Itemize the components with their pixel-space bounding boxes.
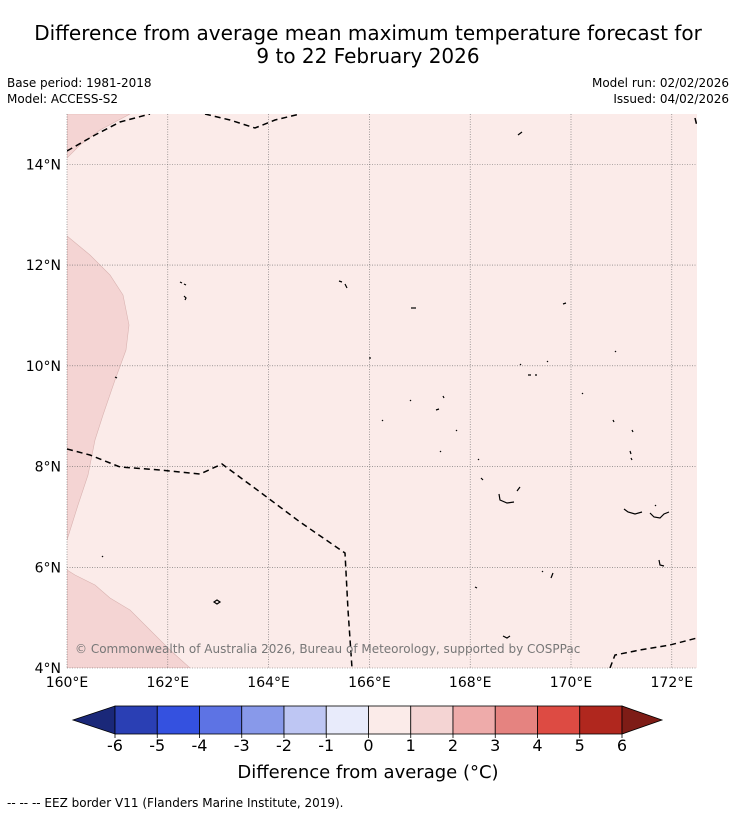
island xyxy=(623,508,670,519)
anomaly-region-1-2-northwest xyxy=(67,114,131,159)
title-line-2: 9 to 22 February 2026 xyxy=(256,44,480,68)
title-line-1: Difference from average mean maximum tem… xyxy=(34,21,702,45)
longitude-labels: 160°E 162°E 164°E 166°E 168°E 170°E 172°E xyxy=(46,675,693,691)
island xyxy=(498,486,521,504)
latitude-tick-label: 12°N xyxy=(26,258,61,274)
colorbar-tick-label: 3 xyxy=(490,736,500,755)
copyright-text: © Commonwealth of Australia 2026, Bureau… xyxy=(75,642,580,656)
latitude-tick-label: 14°N xyxy=(26,157,61,173)
eez-border-northeast xyxy=(694,117,697,127)
eez-border-west xyxy=(67,448,353,668)
colorbar-tick-label: -3 xyxy=(234,736,250,755)
colorbar-tick-label: -1 xyxy=(318,736,334,755)
island xyxy=(477,458,484,481)
colorbar-segment xyxy=(114,705,158,735)
colorbar: -6 -5 -4 -3 -2 -1 0 1 2 3 4 5 6 xyxy=(71,705,664,755)
longitude-tick-label: 172°E xyxy=(651,675,694,691)
anomaly-regions xyxy=(67,114,191,668)
island xyxy=(212,599,222,605)
anomaly-region-1-2-southwest xyxy=(67,569,191,668)
latitude-labels: 14°N 12°N 10°N 8°N 6°N 4°N xyxy=(26,157,61,677)
model-name: Model: ACCESS-S2 xyxy=(7,92,119,106)
colorbar-segment xyxy=(410,705,454,735)
colorbar-segment xyxy=(494,705,538,735)
colorbar-segment xyxy=(537,705,581,735)
colorbar-extend-high xyxy=(621,705,664,735)
island xyxy=(614,350,617,353)
island xyxy=(439,450,633,461)
colorbar-tick-label: -5 xyxy=(149,736,165,755)
island xyxy=(562,302,567,305)
eez-border-north xyxy=(67,114,301,152)
colorbar-segment xyxy=(579,705,623,735)
meta-left: Base period: 1981-2018 Model: ACCESS-S2 xyxy=(7,75,152,107)
chart-title: Difference from average mean maximum tem… xyxy=(0,22,736,68)
colorbar-segment xyxy=(241,705,285,735)
colorbar-tick-label: -6 xyxy=(107,736,123,755)
colorbar-tick-label: 6 xyxy=(617,736,627,755)
colorbar-extend-low xyxy=(71,705,116,735)
colorbar-segment xyxy=(199,705,243,735)
colorbar-segment xyxy=(452,705,496,735)
island xyxy=(519,360,549,376)
colorbar-tick-label: -4 xyxy=(192,736,208,755)
longitude-tick-label: 164°E xyxy=(247,675,290,691)
longitude-tick-label: 162°E xyxy=(147,675,190,691)
longitude-tick-label: 160°E xyxy=(46,675,89,691)
longitude-tick-label: 166°E xyxy=(348,675,391,691)
longitude-tick-label: 168°E xyxy=(449,675,492,691)
latitude-tick-label: 8°N xyxy=(35,460,61,476)
latitude-tick-label: 6°N xyxy=(35,560,61,576)
colorbar-tick-label: 0 xyxy=(363,736,373,755)
island xyxy=(517,131,523,136)
eez-borders xyxy=(67,114,697,668)
island xyxy=(581,392,634,433)
longitude-tick-label: 170°E xyxy=(550,675,593,691)
island xyxy=(658,559,665,567)
colorbar-tick-label: 5 xyxy=(575,736,585,755)
island xyxy=(502,635,511,639)
gridlines xyxy=(66,114,697,669)
base-period: Base period: 1981-2018 xyxy=(7,76,152,90)
colorbar-title: Difference from average (°C) xyxy=(237,762,499,783)
island xyxy=(474,586,478,589)
anomaly-region-1-2-west xyxy=(67,235,130,541)
colorbar-tick-label: 4 xyxy=(532,736,542,755)
island xyxy=(114,376,118,379)
colorbar-segment xyxy=(368,705,412,735)
island xyxy=(409,395,445,411)
island xyxy=(338,280,348,289)
colorbar-tick-label: 1 xyxy=(406,736,416,755)
island xyxy=(381,419,458,432)
island xyxy=(101,555,104,558)
meta-right: Model run: 02/02/2026 Issued: 04/02/2026 xyxy=(592,75,729,107)
island xyxy=(541,570,554,579)
issued-date: Issued: 04/02/2026 xyxy=(613,92,729,106)
colorbar-segment xyxy=(156,705,200,735)
colorbar-segment xyxy=(283,705,327,735)
island xyxy=(654,504,657,507)
latitude-tick-label: 4°N xyxy=(35,661,61,677)
map-background-anomaly-0-1 xyxy=(67,114,697,668)
islands xyxy=(101,131,670,639)
island xyxy=(179,281,187,301)
eez-footnote: -- -- -- EEZ border V11 (Flanders Marine… xyxy=(7,796,344,810)
model-run: Model run: 02/02/2026 xyxy=(591,76,729,90)
colorbar-tick-label: 2 xyxy=(448,736,458,755)
colorbar-segment xyxy=(325,705,369,735)
latitude-tick-label: 10°N xyxy=(26,359,61,375)
colorbar-tick-label: -2 xyxy=(276,736,292,755)
